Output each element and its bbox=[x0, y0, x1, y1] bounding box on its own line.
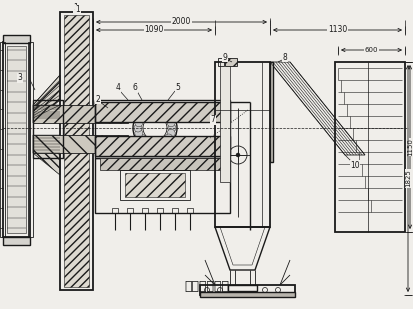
Bar bbox=[60, 12, 93, 290]
Circle shape bbox=[135, 119, 142, 127]
Bar bbox=[214, 62, 269, 227]
Text: 600: 600 bbox=[364, 47, 377, 53]
Bar bbox=[33, 100, 63, 158]
Bar bbox=[142, 208, 147, 213]
Text: 1090: 1090 bbox=[144, 26, 163, 35]
Circle shape bbox=[137, 134, 145, 142]
Text: 10: 10 bbox=[349, 160, 359, 170]
Bar bbox=[3, 35, 30, 43]
Circle shape bbox=[151, 107, 159, 115]
Bar bbox=[28, 42, 33, 237]
Bar bbox=[228, 285, 256, 291]
Bar bbox=[187, 208, 192, 213]
Bar bbox=[125, 173, 185, 197]
Bar bbox=[127, 208, 133, 213]
Circle shape bbox=[151, 141, 159, 149]
Polygon shape bbox=[33, 75, 60, 123]
Circle shape bbox=[164, 134, 172, 142]
Text: 8: 8 bbox=[282, 53, 287, 61]
Bar bbox=[33, 135, 128, 153]
Polygon shape bbox=[33, 135, 60, 175]
Bar bbox=[95, 136, 230, 156]
Circle shape bbox=[156, 140, 164, 148]
Bar bbox=[3, 237, 30, 245]
Bar bbox=[95, 158, 230, 213]
Text: 1825: 1825 bbox=[404, 170, 410, 187]
Bar bbox=[120, 170, 190, 200]
Text: 1: 1 bbox=[74, 3, 78, 12]
Circle shape bbox=[145, 108, 153, 116]
Bar bbox=[33, 105, 128, 123]
Circle shape bbox=[235, 153, 240, 157]
Text: 1: 1 bbox=[76, 6, 80, 15]
Bar bbox=[334, 62, 404, 232]
Bar bbox=[112, 208, 118, 213]
Text: 1150: 1150 bbox=[406, 138, 412, 156]
Bar bbox=[269, 62, 272, 162]
Circle shape bbox=[167, 129, 175, 137]
Circle shape bbox=[134, 124, 142, 132]
Circle shape bbox=[161, 138, 169, 146]
Circle shape bbox=[161, 110, 169, 118]
Text: 7: 7 bbox=[210, 116, 215, 125]
Text: 5: 5 bbox=[175, 83, 180, 92]
Bar bbox=[0, 42, 5, 237]
Circle shape bbox=[156, 108, 164, 116]
Text: 2: 2 bbox=[95, 95, 100, 104]
Text: 6: 6 bbox=[132, 83, 137, 92]
Bar bbox=[100, 158, 224, 170]
Text: 2000: 2000 bbox=[171, 18, 191, 27]
Bar bbox=[95, 102, 230, 122]
Bar bbox=[171, 208, 178, 213]
Bar bbox=[3, 42, 30, 237]
Circle shape bbox=[141, 110, 149, 118]
Bar bbox=[95, 100, 230, 158]
Bar bbox=[224, 58, 236, 66]
Bar bbox=[199, 292, 294, 297]
Text: 3: 3 bbox=[17, 74, 22, 83]
Text: 边缘传动卸料: 边缘传动卸料 bbox=[184, 280, 229, 293]
Bar bbox=[219, 62, 230, 182]
Circle shape bbox=[141, 138, 149, 146]
Circle shape bbox=[145, 140, 153, 148]
Circle shape bbox=[164, 114, 172, 122]
Circle shape bbox=[167, 119, 175, 127]
Circle shape bbox=[168, 124, 176, 132]
Text: 1130: 1130 bbox=[327, 26, 346, 35]
Circle shape bbox=[137, 114, 145, 122]
Text: 9: 9 bbox=[222, 53, 227, 61]
Bar bbox=[7, 46, 26, 233]
Circle shape bbox=[135, 129, 142, 137]
Bar bbox=[199, 285, 294, 295]
Text: 4: 4 bbox=[115, 83, 120, 92]
Bar bbox=[157, 208, 163, 213]
Bar bbox=[64, 15, 89, 287]
Bar bbox=[218, 58, 223, 66]
